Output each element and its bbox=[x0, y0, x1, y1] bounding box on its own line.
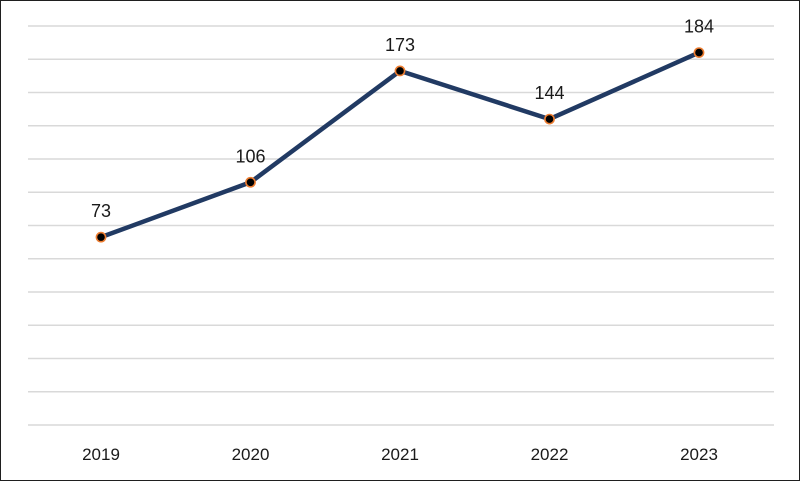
data-label: 73 bbox=[91, 201, 111, 221]
data-point-marker bbox=[693, 47, 705, 58]
data-label: 173 bbox=[385, 35, 415, 55]
x-axis-ticks: 2019 2020 2021 2022 2023 bbox=[82, 445, 718, 464]
data-label: 184 bbox=[684, 17, 714, 37]
series-group bbox=[95, 47, 705, 243]
data-label: 144 bbox=[534, 83, 564, 103]
data-point-marker bbox=[245, 176, 256, 188]
data-point-marker bbox=[394, 65, 406, 77]
series-line bbox=[98, 50, 702, 240]
data-label: 106 bbox=[235, 146, 265, 166]
data-point-marker bbox=[95, 231, 107, 243]
x-tick-label: 2021 bbox=[381, 445, 419, 464]
x-tick-label: 2019 bbox=[82, 445, 120, 464]
x-tick-label: 2023 bbox=[680, 445, 718, 464]
data-point-marker bbox=[544, 113, 555, 125]
gridlines bbox=[28, 25, 774, 426]
x-tick-label: 2022 bbox=[531, 445, 569, 464]
x-tick-label: 2020 bbox=[232, 445, 270, 464]
data-labels: 73 106 173 144 184 bbox=[91, 17, 714, 222]
